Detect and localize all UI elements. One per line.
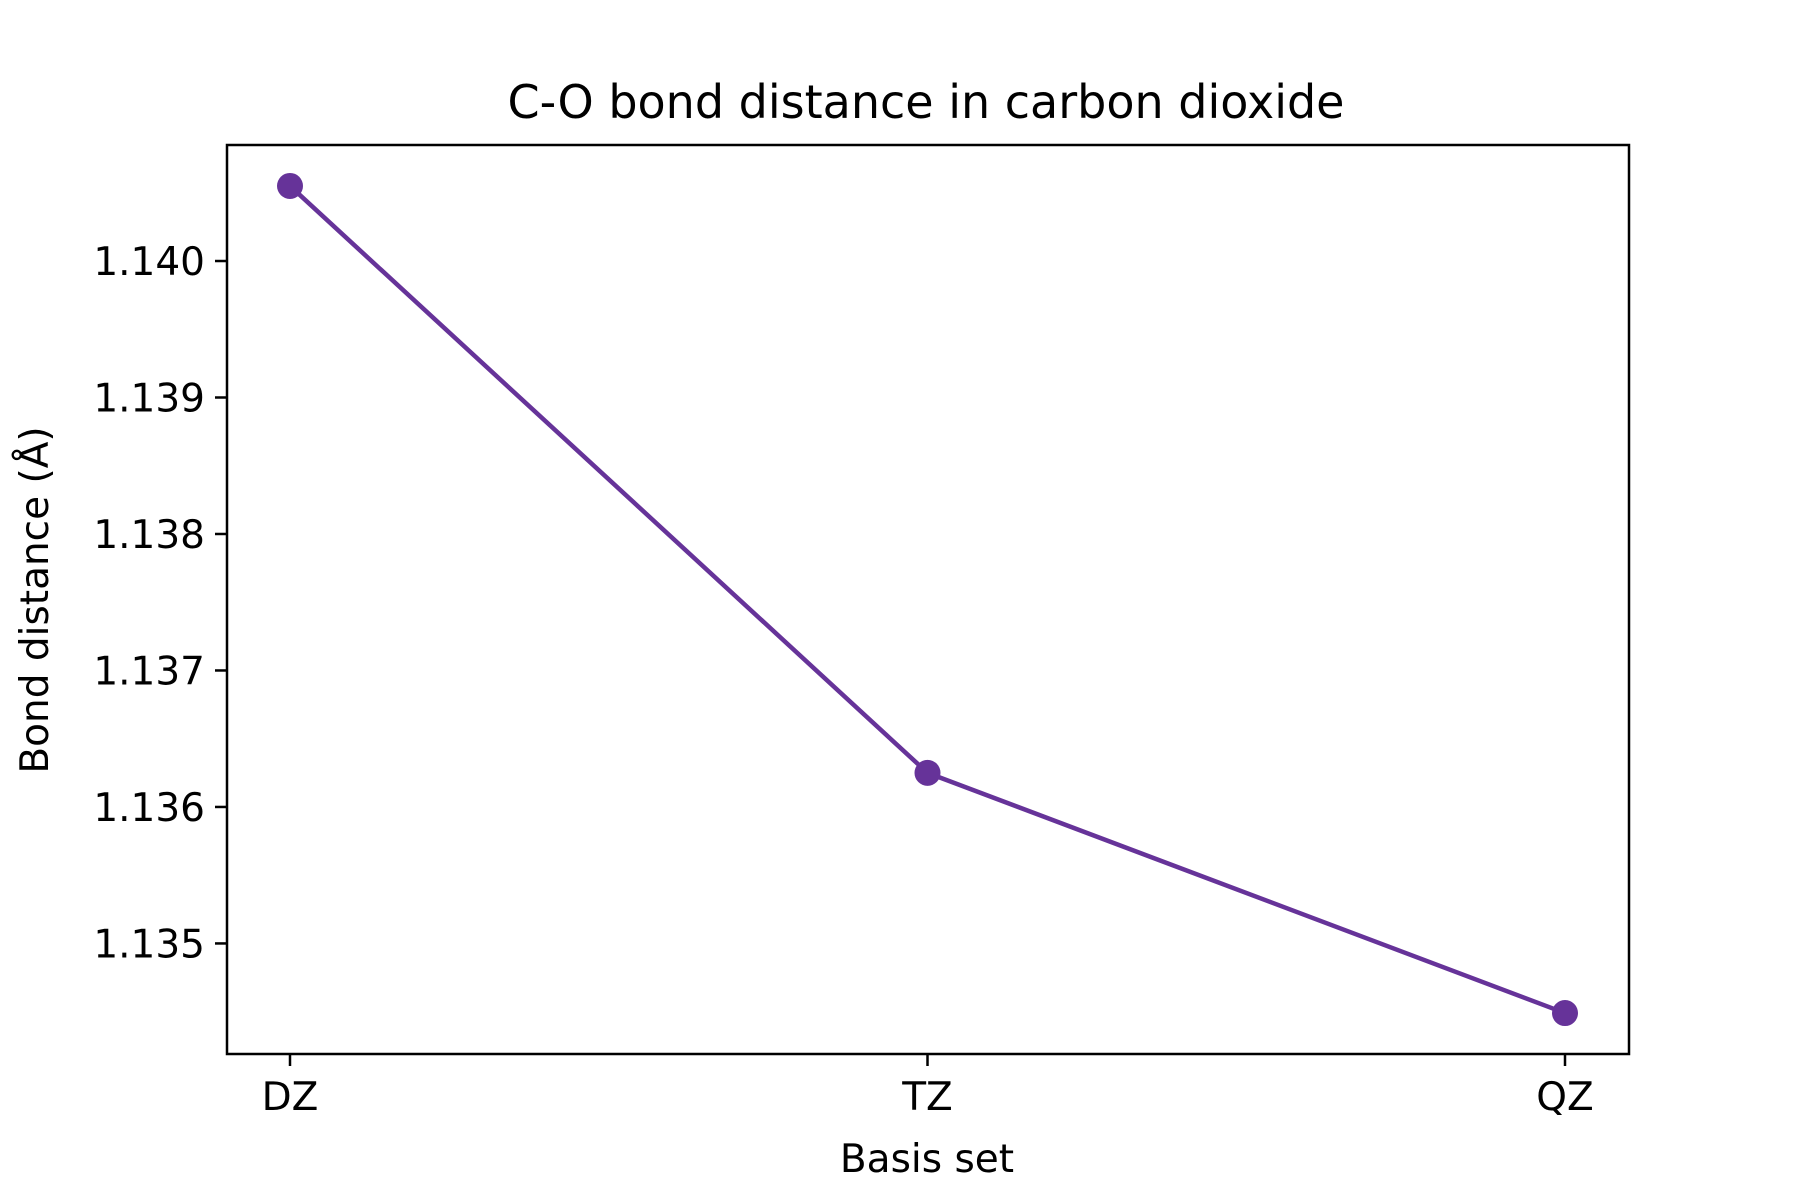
chart-title: C-O bond distance in carbon dioxide xyxy=(508,75,1345,129)
x-tick-label: TZ xyxy=(901,1075,953,1120)
y-tick-label: 1.140 xyxy=(93,240,205,285)
series-layer xyxy=(277,172,1578,1027)
y-axis-ticks: 1.135 1.136 1.137 1.138 1.139 1.140 xyxy=(93,240,227,967)
y-axis-title: Bond distance (Å) xyxy=(11,426,58,773)
data-point-tz xyxy=(914,759,941,786)
plot-area-frame xyxy=(225,143,1631,1056)
x-tick-label: QZ xyxy=(1536,1075,1593,1120)
y-tick-label: 1.137 xyxy=(93,649,205,694)
y-tick-label: 1.135 xyxy=(93,922,205,967)
y-tick-label: 1.136 xyxy=(93,786,205,831)
data-point-qz xyxy=(1552,1000,1578,1027)
y-tick-label: 1.138 xyxy=(93,513,205,558)
x-axis-ticks: DZ TZ QZ xyxy=(262,1054,1594,1120)
x-axis-title: Basis set xyxy=(840,1137,1014,1182)
x-tick-label: DZ xyxy=(262,1075,319,1120)
y-tick-label: 1.139 xyxy=(93,377,205,422)
data-point-dz xyxy=(277,172,303,199)
